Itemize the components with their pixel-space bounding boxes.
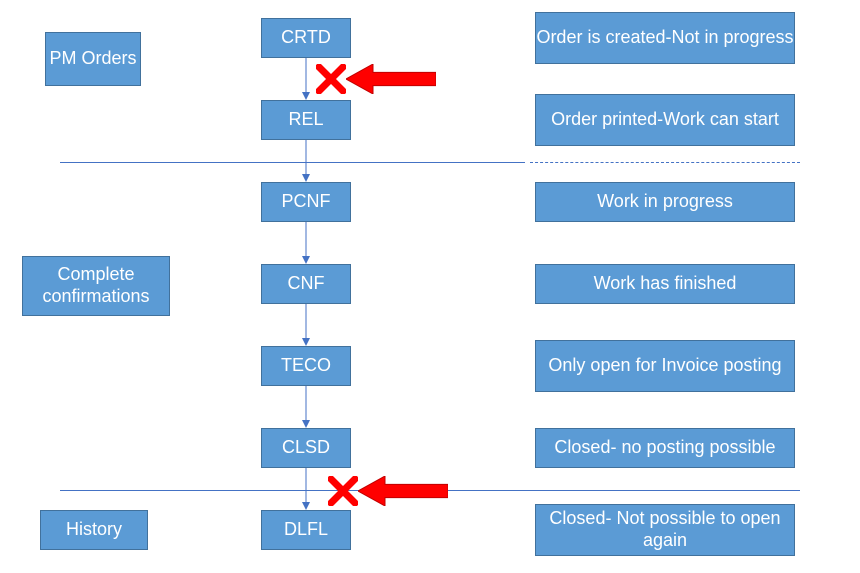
status-node-label: TECO [281, 355, 331, 377]
flow-arrow-crtd-rel [296, 58, 316, 100]
description-d-rel: Order printed-Work can start [535, 94, 795, 146]
status-node-label: DLFL [284, 519, 328, 541]
status-node-clsd: CLSD [261, 428, 351, 468]
status-node-teco: TECO [261, 346, 351, 386]
description-label: Closed- Not possible to open again [536, 508, 794, 551]
description-d-dlfl: Closed- Not possible to open again [535, 504, 795, 556]
left-label-label: PM Orders [49, 48, 136, 70]
status-node-dlfl: DLFL [261, 510, 351, 550]
description-label: Work in progress [597, 191, 733, 213]
description-d-pcnf: Work in progress [535, 182, 795, 222]
description-d-clsd: Closed- no posting possible [535, 428, 795, 468]
left-label-label: Complete confirmations [23, 264, 169, 307]
status-node-pcnf: PCNF [261, 182, 351, 222]
block-arrow-icon [346, 64, 436, 94]
status-node-label: CNF [288, 273, 325, 295]
status-node-cnf: CNF [261, 264, 351, 304]
flow-arrow-teco-clsd [296, 386, 316, 428]
left-label-label: History [66, 519, 122, 541]
block-x-icon [328, 476, 358, 506]
left-label-complete: Complete confirmations [22, 256, 170, 316]
status-node-rel: REL [261, 100, 351, 140]
block-arrow-icon [358, 476, 448, 506]
block-x-icon [316, 64, 346, 94]
status-node-label: REL [288, 109, 323, 131]
status-node-label: PCNF [282, 191, 331, 213]
left-label-pm-orders: PM Orders [45, 32, 141, 86]
description-d-crtd: Order is created-Not in progress [535, 12, 795, 64]
description-label: Order is created-Not in progress [536, 27, 793, 49]
divider-div1 [60, 162, 525, 163]
status-node-crtd: CRTD [261, 18, 351, 58]
status-node-label: CRTD [281, 27, 331, 49]
description-label: Work has finished [594, 273, 737, 295]
description-d-cnf: Work has finished [535, 264, 795, 304]
left-label-history: History [40, 510, 148, 550]
description-label: Order printed-Work can start [551, 109, 779, 131]
flow-arrow-pcnf-cnf [296, 222, 316, 264]
flow-arrow-clsd-dlfl [296, 468, 316, 510]
flow-arrow-rel-pcnf [296, 140, 316, 182]
divider-div2 [530, 162, 800, 163]
description-label: Only open for Invoice posting [548, 355, 781, 377]
description-label: Closed- no posting possible [554, 437, 775, 459]
description-d-teco: Only open for Invoice posting [535, 340, 795, 392]
flow-arrow-cnf-teco [296, 304, 316, 346]
status-node-label: CLSD [282, 437, 330, 459]
